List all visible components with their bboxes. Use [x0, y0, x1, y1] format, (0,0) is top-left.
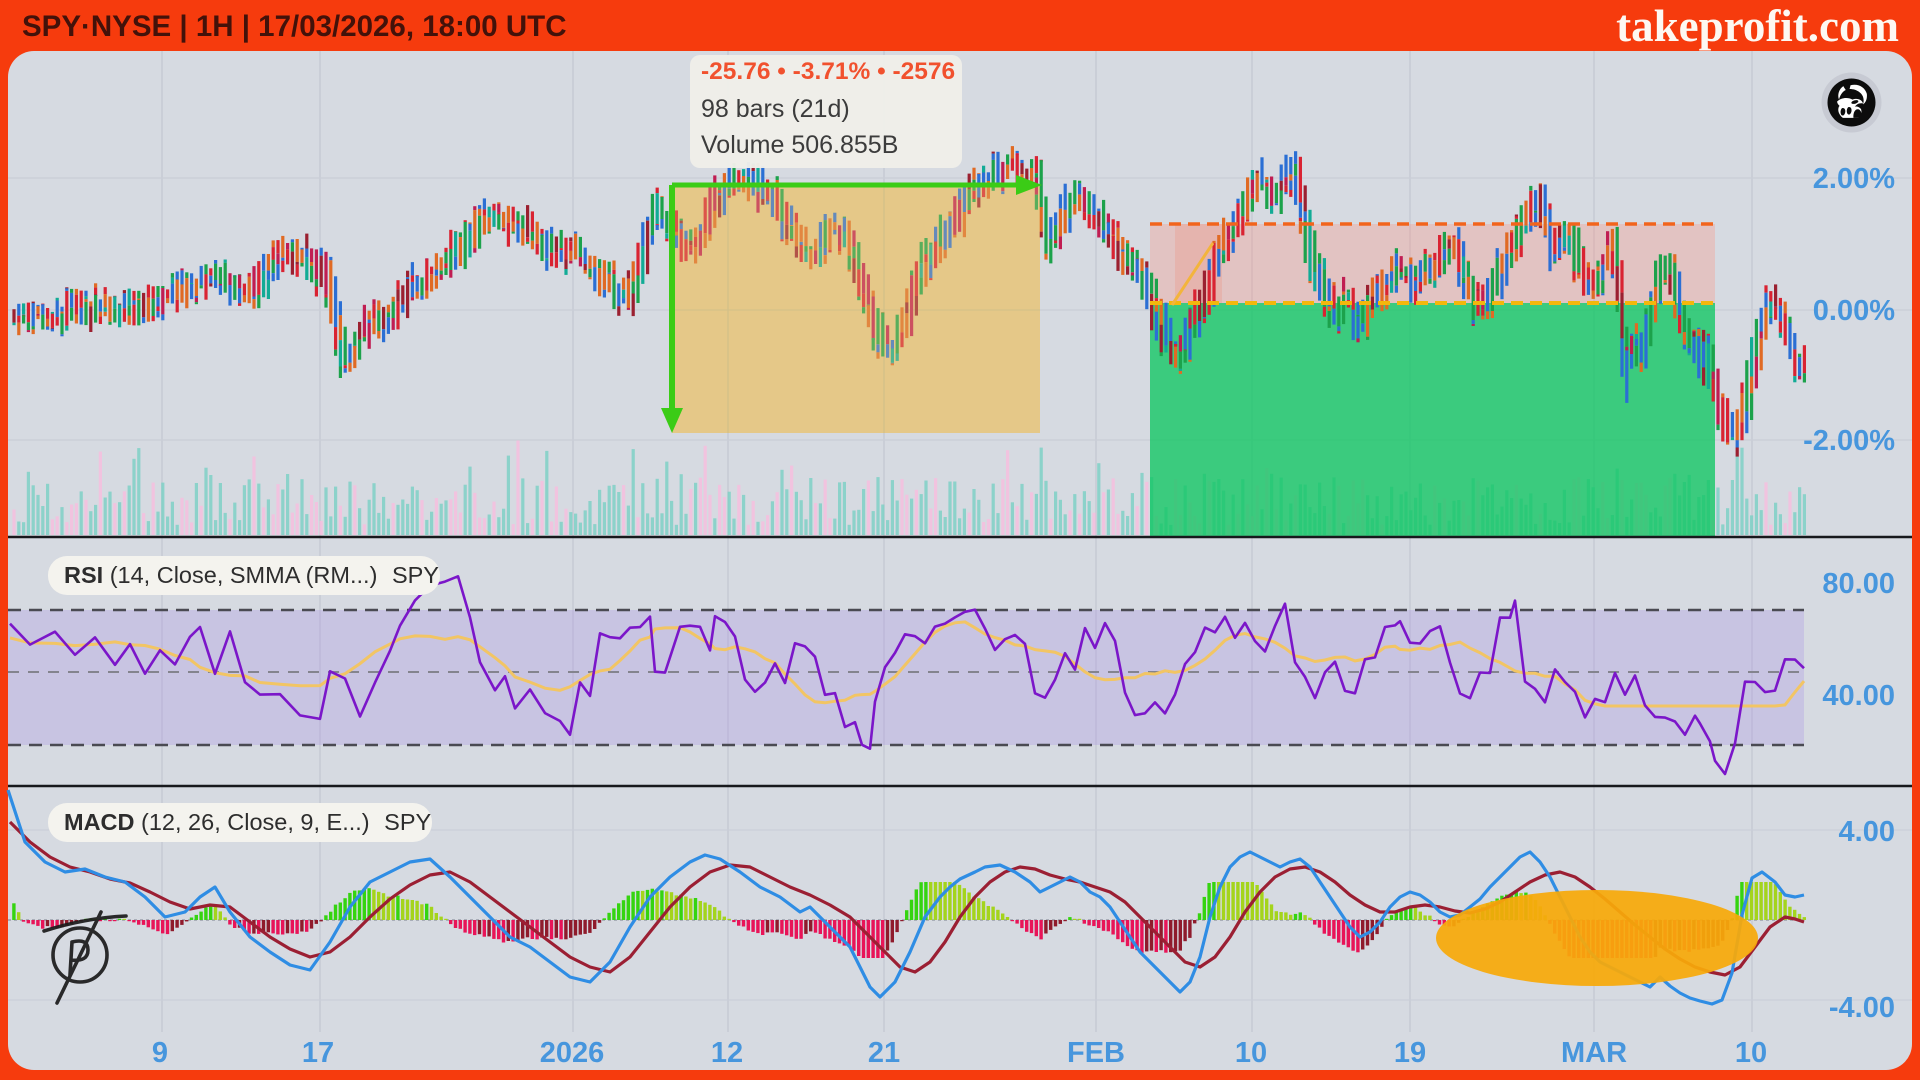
svg-text:9: 9 [152, 1037, 168, 1069]
svg-text:10: 10 [1235, 1037, 1267, 1069]
svg-text:-25.76 • -3.71% • -2576: -25.76 • -3.71% • -2576 [701, 58, 955, 85]
svg-text:Volume 506.855B: Volume 506.855B [701, 131, 898, 159]
svg-text:80.00: 80.00 [1822, 568, 1895, 600]
svg-text:17: 17 [302, 1037, 334, 1069]
svg-text:-2.00%: -2.00% [1803, 425, 1895, 457]
svg-text:MAR: MAR [1561, 1037, 1627, 1069]
svg-text:0.00%: 0.00% [1813, 295, 1895, 327]
svg-text:FEB: FEB [1067, 1037, 1125, 1069]
svg-text:10: 10 [1735, 1037, 1767, 1069]
svg-text:2026: 2026 [540, 1037, 605, 1069]
svg-text:19: 19 [1394, 1037, 1426, 1069]
svg-text:40.00: 40.00 [1822, 680, 1895, 712]
svg-text:4.00: 4.00 [1839, 816, 1895, 848]
svg-text:2.00%: 2.00% [1813, 163, 1895, 195]
svg-text:RSI (14, Close, SMMA (RM...) S: RSI (14, Close, SMMA (RM...) SPY [64, 562, 439, 588]
svg-text:SPY·NYSE | 1H | 17/03/2026, 18: SPY·NYSE | 1H | 17/03/2026, 18:00 UTC [22, 10, 567, 43]
svg-text:takeprofit.com: takeprofit.com [1616, 1, 1899, 51]
svg-text:98 bars (21d): 98 bars (21d) [701, 95, 850, 123]
svg-text:-4.00: -4.00 [1829, 992, 1895, 1024]
svg-text:MACD (12, 26, Close, 9, E...): MACD (12, 26, Close, 9, E...) SPY [64, 809, 431, 835]
svg-text:12: 12 [711, 1037, 743, 1069]
svg-text:21: 21 [868, 1037, 900, 1069]
